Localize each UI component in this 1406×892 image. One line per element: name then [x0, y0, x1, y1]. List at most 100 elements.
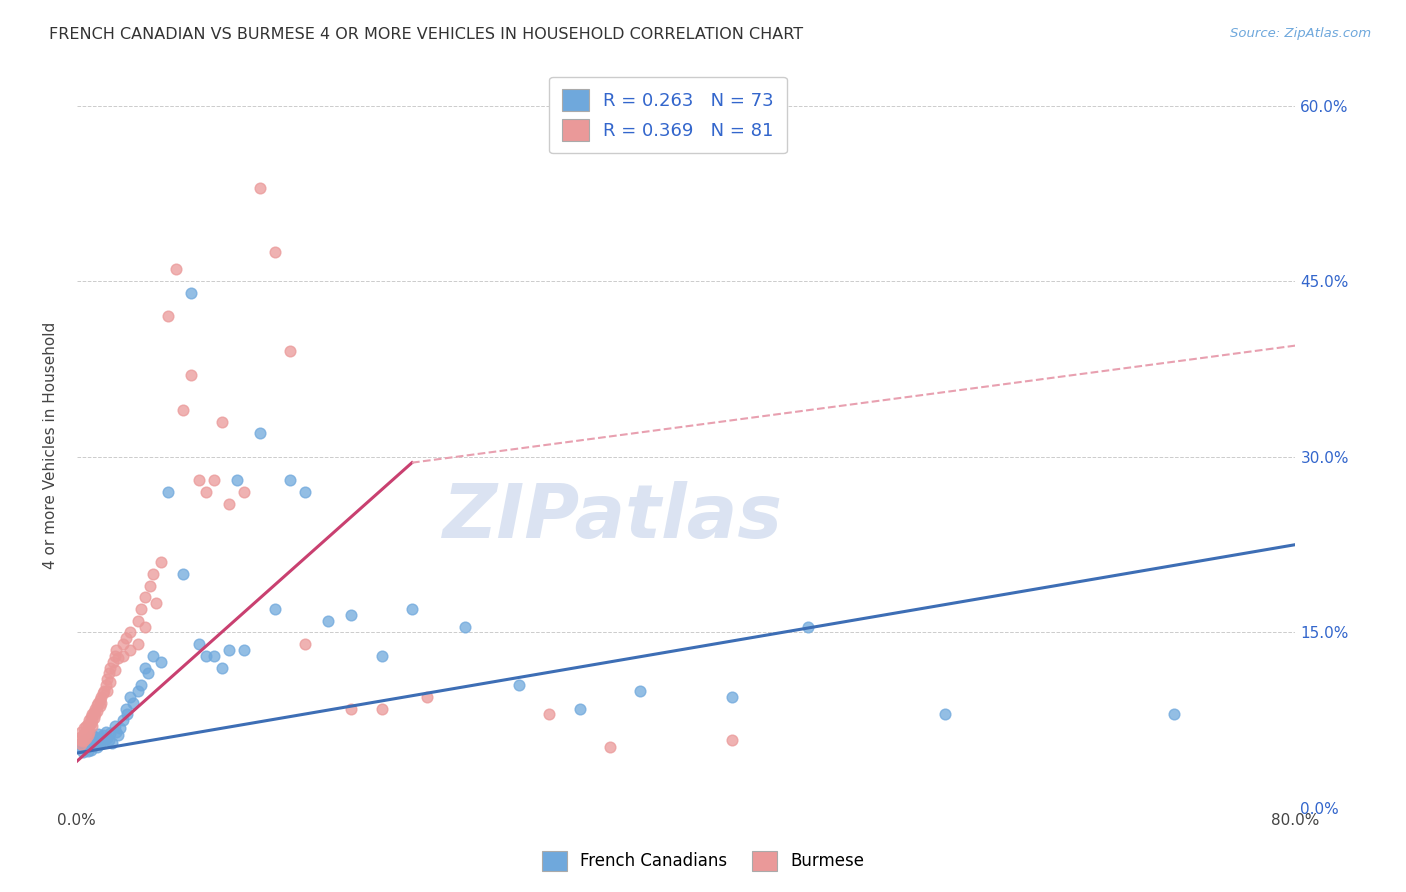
Point [82, 719, 104, 733]
Point [120, 643, 142, 657]
Point [107, 651, 129, 665]
Point [77, 731, 100, 745]
Point [173, 566, 195, 581]
Point [72, 745, 94, 759]
Point [278, 344, 301, 359]
Y-axis label: 4 or more Vehicles in Household: 4 or more Vehicles in Household [44, 321, 58, 569]
Point [1163, 707, 1185, 722]
Point [340, 607, 363, 622]
Point [157, 310, 180, 324]
Point [278, 473, 301, 487]
Point [104, 663, 127, 677]
Point [195, 485, 218, 500]
Point [76, 723, 98, 737]
Point [114, 632, 136, 646]
Point [100, 660, 122, 674]
Point [104, 719, 127, 733]
Point [142, 566, 165, 581]
Point [202, 473, 225, 487]
Point [70, 725, 93, 739]
Text: FRENCH CANADIAN VS BURMESE 4 OR MORE VEHICLES IN HOUSEHOLD CORRELATION CHART: FRENCH CANADIAN VS BURMESE 4 OR MORE VEH… [49, 27, 803, 42]
Point [79, 742, 101, 756]
Point [79, 710, 101, 724]
Point [83, 711, 105, 725]
Point [127, 637, 149, 651]
Point [75, 741, 97, 756]
Point [129, 602, 152, 616]
Point [111, 648, 134, 663]
Point [111, 637, 134, 651]
Point [225, 473, 247, 487]
Point [83, 705, 105, 719]
Point [149, 655, 172, 669]
Point [568, 701, 591, 715]
Point [97, 666, 120, 681]
Point [82, 734, 104, 748]
Point [233, 485, 256, 500]
Point [149, 555, 172, 569]
Point [96, 673, 118, 687]
Point [93, 684, 115, 698]
Point [108, 722, 131, 736]
Text: ZIPatlas: ZIPatlas [443, 481, 783, 554]
Point [79, 715, 101, 730]
Point [249, 180, 271, 194]
Point [73, 727, 96, 741]
Point [187, 473, 209, 487]
Point [249, 426, 271, 441]
Point [84, 735, 107, 749]
Point [122, 696, 145, 710]
Point [77, 739, 100, 753]
Point [721, 733, 744, 747]
Point [134, 591, 156, 605]
Point [264, 244, 287, 259]
Point [157, 485, 180, 500]
Point [180, 368, 202, 382]
Point [90, 690, 112, 704]
Point [96, 731, 118, 745]
Point [139, 579, 162, 593]
Point [75, 719, 97, 733]
Point [187, 637, 209, 651]
Point [67, 731, 90, 745]
Point [82, 739, 104, 753]
Point [233, 643, 256, 657]
Point [69, 733, 91, 747]
Legend: French Canadians, Burmese: French Canadians, Burmese [533, 842, 873, 880]
Point [218, 643, 240, 657]
Point [120, 625, 142, 640]
Point [90, 733, 112, 747]
Point [721, 690, 744, 704]
Point [77, 719, 100, 733]
Text: Source: ZipAtlas.com: Source: ZipAtlas.com [1230, 27, 1371, 40]
Point [142, 648, 165, 663]
Point [264, 602, 287, 616]
Point [91, 729, 114, 743]
Point [93, 734, 115, 748]
Point [75, 731, 97, 745]
Point [115, 707, 138, 722]
Point [73, 722, 96, 736]
Point [111, 713, 134, 727]
Point [101, 735, 124, 749]
Point [84, 701, 107, 715]
Point [195, 648, 218, 663]
Point [69, 737, 91, 751]
Point [84, 707, 107, 722]
Point [83, 738, 105, 752]
Point [934, 707, 956, 722]
Point [630, 684, 652, 698]
Point [127, 684, 149, 698]
Point [202, 648, 225, 663]
Point [797, 619, 820, 633]
Point [89, 737, 111, 751]
Point [370, 648, 392, 663]
Point [134, 619, 156, 633]
Point [82, 713, 104, 727]
Point [76, 735, 98, 749]
Point [370, 701, 392, 715]
Point [100, 674, 122, 689]
Point [340, 701, 363, 715]
Point [89, 699, 111, 714]
Point [114, 701, 136, 715]
